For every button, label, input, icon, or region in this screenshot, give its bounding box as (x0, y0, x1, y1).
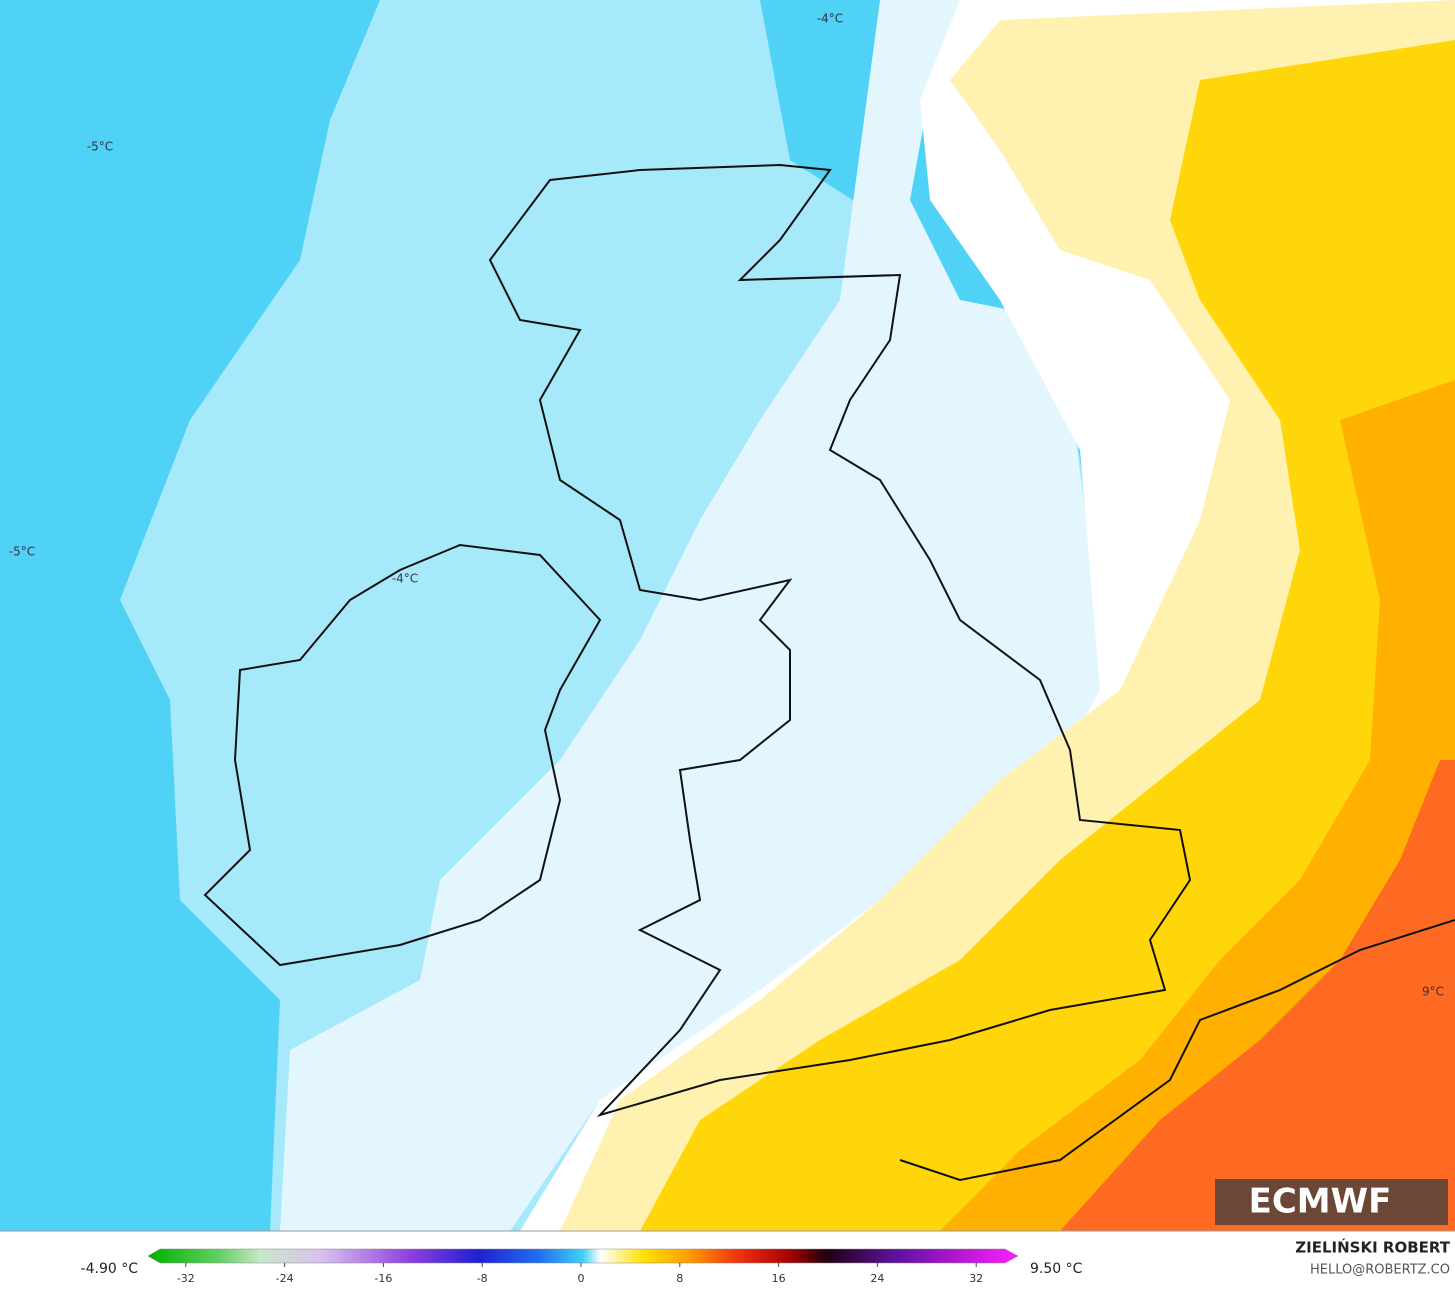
temperature-field (0, 0, 1455, 1231)
colorbar-tick-label: -8 (477, 1272, 488, 1285)
great-britain-outline (488, 163, 1192, 1117)
colorbar-tick-label: 24 (870, 1272, 884, 1285)
legend-max: 9.50 °C (1030, 1261, 1083, 1277)
colorbar-tick-label: 0 (578, 1272, 585, 1285)
ireland-outline (203, 543, 602, 967)
map-label: 9°C (1422, 985, 1444, 999)
credit-contact: HELLO@ROBERTZ.CO (1310, 1263, 1450, 1278)
legend-min: -4.90 °C (81, 1261, 139, 1277)
map-label: -4°C (392, 572, 418, 586)
colorbar-tick-label: -24 (276, 1272, 294, 1285)
colorbar-tick-label: -32 (177, 1272, 195, 1285)
france-outline (899, 919, 1455, 1182)
logo-box (1215, 1179, 1448, 1225)
credit-author: ZIELIŃSKI ROBERT (1295, 1238, 1450, 1257)
colorbar-tick-label: 8 (676, 1272, 683, 1285)
colorbar-tick-label: 32 (969, 1272, 983, 1285)
map-label: -4°C (817, 12, 843, 26)
colorbar-tick-label: -16 (374, 1272, 392, 1285)
colorbar-tick-label: 16 (772, 1272, 786, 1285)
map-label: -5°C (9, 545, 35, 559)
coastline (203, 163, 1455, 1182)
logo: ECMWF (1249, 1182, 1392, 1222)
map-label: -5°C (87, 140, 113, 154)
colorbar (147, 1248, 1019, 1264)
